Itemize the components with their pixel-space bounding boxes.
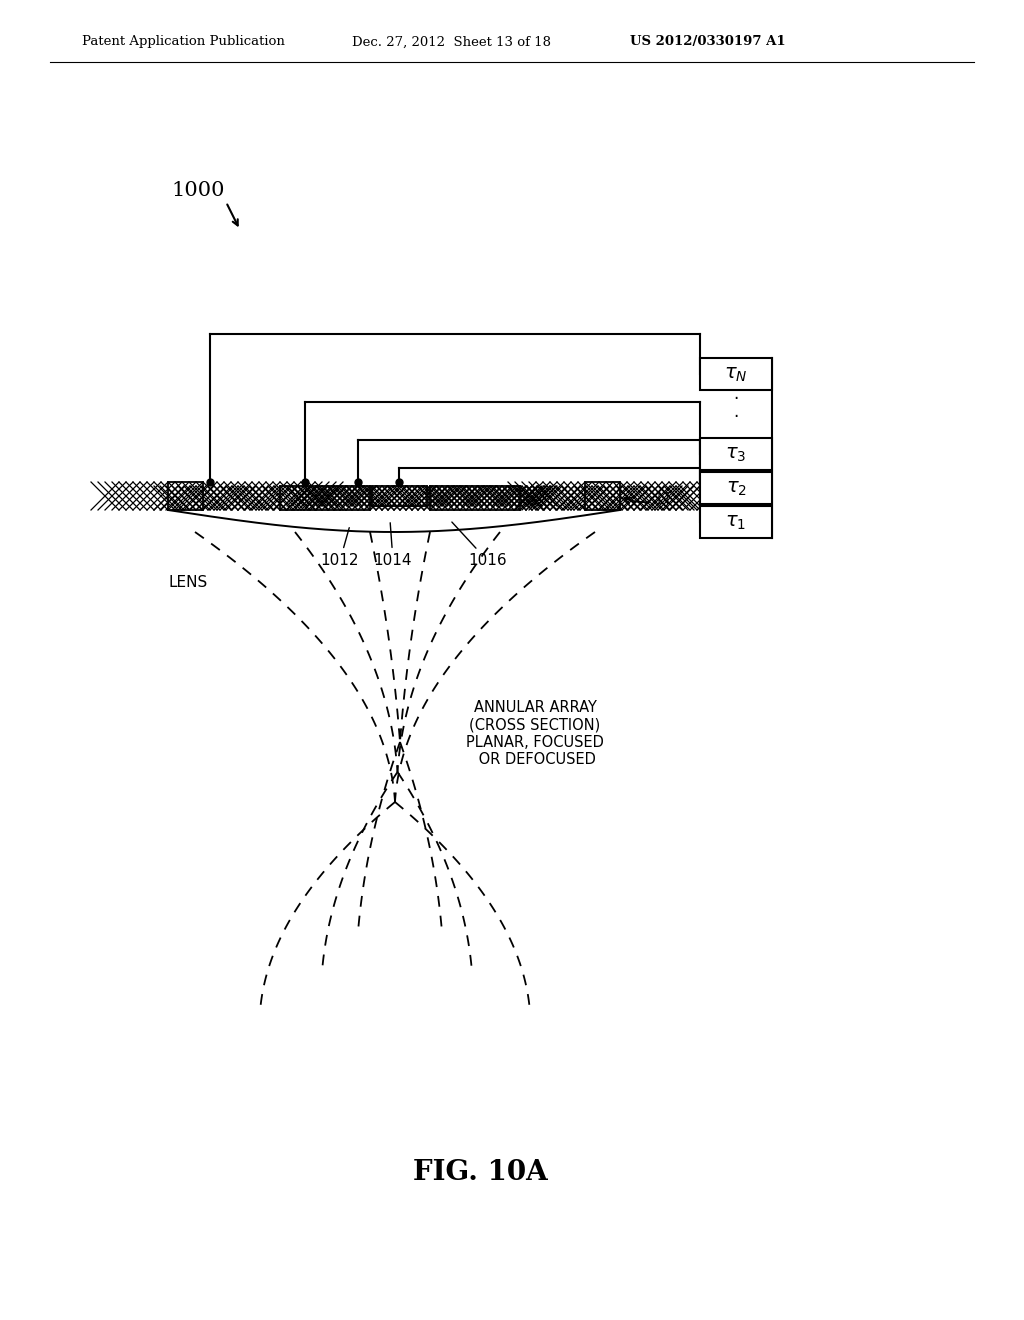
Bar (372, 486, 427, 506)
Bar (700, 438, 772, 470)
Text: ·
·
·: · · · (733, 372, 738, 426)
Text: N: N (625, 491, 670, 508)
Bar (700, 358, 772, 389)
Text: ...: ... (231, 487, 249, 506)
Text: LENS: LENS (168, 576, 207, 590)
Bar (168, 482, 203, 510)
Text: Dec. 27, 2012  Sheet 13 of 18: Dec. 27, 2012 Sheet 13 of 18 (352, 36, 551, 49)
Text: $\tau_1$: $\tau_1$ (725, 512, 746, 532)
Bar (430, 486, 520, 510)
Text: $\tau_N$: $\tau_N$ (724, 364, 748, 384)
Bar (700, 473, 772, 504)
Text: 1000: 1000 (171, 181, 224, 199)
Text: $\tau_3$: $\tau_3$ (725, 445, 746, 463)
Text: 1012: 1012 (321, 528, 359, 568)
Text: 1016: 1016 (452, 521, 507, 568)
Text: ANNULAR ARRAY
(CROSS SECTION)
PLANAR, FOCUSED
 OR DEFOCUSED: ANNULAR ARRAY (CROSS SECTION) PLANAR, FO… (466, 700, 604, 767)
Bar (280, 486, 370, 510)
Text: 1014: 1014 (374, 523, 413, 568)
Text: FIG. 10A: FIG. 10A (413, 1159, 548, 1185)
Bar (585, 482, 620, 510)
Text: US 2012/0330197 A1: US 2012/0330197 A1 (630, 36, 785, 49)
Text: $\tau_2$: $\tau_2$ (726, 479, 746, 498)
Text: ...: ... (531, 487, 549, 506)
Bar (700, 506, 772, 539)
Text: Patent Application Publication: Patent Application Publication (82, 36, 285, 49)
